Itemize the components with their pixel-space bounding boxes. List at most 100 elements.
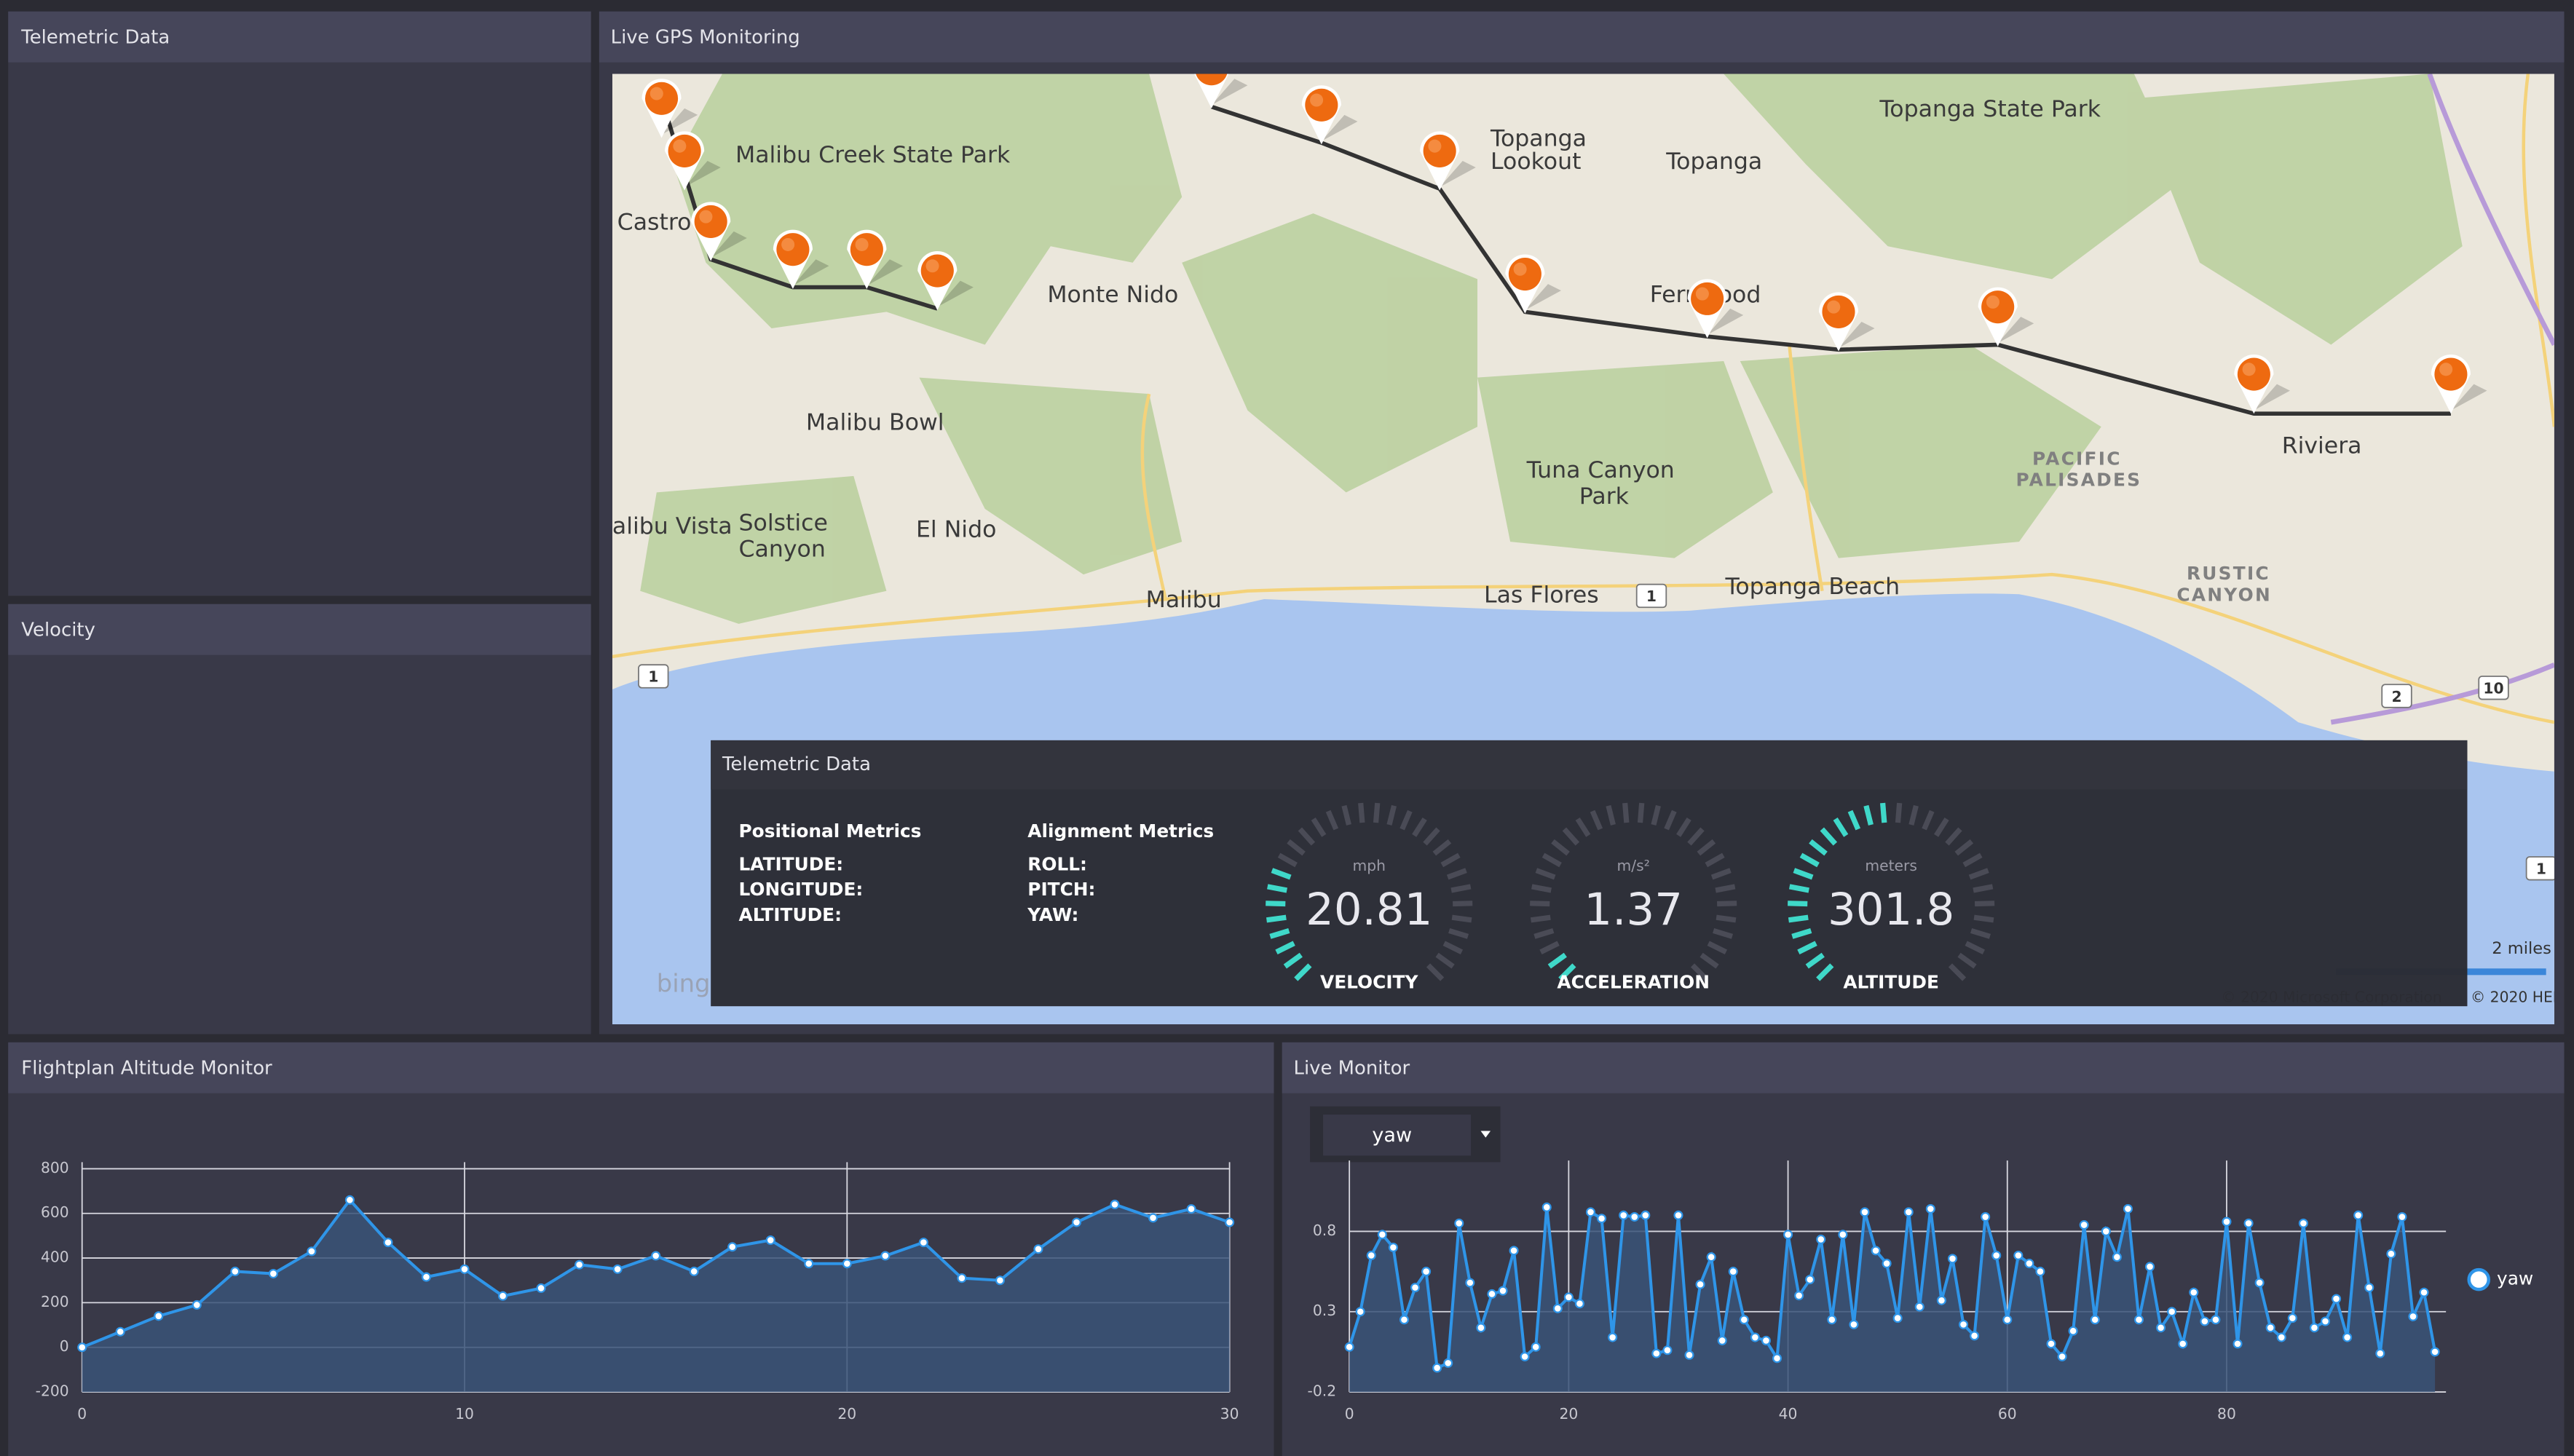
gauge-tick — [1637, 802, 1645, 823]
point — [192, 1299, 202, 1310]
dropdown-arrow[interactable] — [1480, 1131, 1491, 1138]
point — [651, 1251, 661, 1261]
point — [1641, 1210, 1651, 1220]
dropdown-value[interactable]: yaw — [1372, 1124, 1412, 1147]
gauge-tick — [1676, 818, 1691, 837]
map-highway — [2427, 74, 2554, 347]
point — [1684, 1350, 1694, 1360]
map-label: Castro — [617, 210, 692, 236]
dropdown[interactable]: yaw — [1310, 1106, 1501, 1163]
gauge-tick — [1965, 941, 1985, 954]
point — [2430, 1347, 2440, 1357]
point — [2200, 1316, 2210, 1326]
gauge-fill-tick — [1880, 802, 1887, 823]
road-sign — [638, 664, 669, 689]
road-sign-label: 10 — [2483, 680, 2503, 697]
gauge-fill-tick — [1266, 901, 1286, 907]
point — [1465, 1278, 1475, 1288]
point — [1388, 1242, 1398, 1253]
gauge-fill-tick — [1788, 901, 1808, 907]
map-pin — [665, 131, 721, 191]
point — [2101, 1226, 2111, 1236]
map-pin — [847, 229, 903, 289]
point — [2013, 1250, 2024, 1261]
map-copyright: © 2020 HERE — [2471, 988, 2573, 1005]
point — [2123, 1203, 2133, 1214]
gauge-tick — [1699, 952, 1719, 969]
y-tick-label: 800 — [41, 1159, 69, 1176]
map-scale-label: 2 miles — [2492, 939, 2551, 958]
point — [230, 1266, 240, 1277]
gauge-name: ALTITUDE — [1843, 972, 1939, 993]
point — [1914, 1302, 1924, 1312]
gauge-tick — [1399, 810, 1413, 831]
gauge-fill-tick — [1294, 963, 1312, 981]
gauge-tick — [1541, 852, 1562, 868]
gauge-fill-tick — [1267, 884, 1287, 893]
point — [1947, 1254, 1957, 1264]
area — [82, 1200, 1230, 1393]
gauge-tick — [1908, 804, 1919, 826]
gauge-tick — [1386, 804, 1397, 826]
map-label: Malibu Creek State Park — [735, 142, 1011, 168]
map-pin — [1301, 85, 1358, 145]
gauge-tick — [1446, 868, 1467, 880]
gauge-tick — [1311, 818, 1327, 837]
y-tick-label: 400 — [41, 1249, 69, 1266]
point — [2232, 1339, 2243, 1349]
gauge-fill-tick — [1793, 868, 1814, 880]
point — [689, 1266, 699, 1277]
map-label: Lookout — [1491, 149, 1581, 175]
map-label: alibu Vista — [612, 513, 733, 539]
point — [1970, 1331, 1980, 1341]
map-label: El Nido — [916, 516, 996, 542]
line — [1348, 1207, 2437, 1370]
gauge-tick — [1358, 802, 1365, 823]
point — [1552, 1303, 1563, 1313]
point — [2178, 1339, 2188, 1349]
pin-shadow — [2254, 384, 2290, 411]
point — [727, 1242, 738, 1252]
metric-field: ALTITUDE: — [739, 904, 842, 925]
point — [2133, 1315, 2144, 1325]
pin-shine — [855, 237, 869, 251]
y-tick-label: 600 — [41, 1203, 69, 1221]
gauge-tick — [1957, 952, 1977, 969]
gauge-value: 20.81 — [1306, 884, 1432, 935]
point — [1794, 1291, 1804, 1301]
pin-head — [1981, 290, 2015, 324]
map-logo: bing — [657, 969, 711, 997]
road-sign — [1635, 583, 1667, 609]
pin-head — [1423, 134, 1456, 167]
point — [2243, 1218, 2254, 1228]
map-pin — [1687, 279, 1744, 339]
gauge-tick — [1440, 852, 1461, 868]
point — [2397, 1212, 2407, 1222]
point — [765, 1235, 775, 1246]
pin-shadow — [1997, 317, 2034, 344]
point — [1783, 1230, 1793, 1240]
gauge-tick — [1533, 927, 1555, 939]
pin-shadow — [711, 231, 747, 258]
gauge-fill-tick — [1816, 963, 1834, 981]
gauge-fill — [1547, 952, 1576, 981]
point — [1805, 1275, 1815, 1285]
gauge-fill-tick — [1547, 952, 1567, 969]
gauge-fill-tick — [1788, 914, 1809, 923]
gauge-tick — [1432, 839, 1452, 856]
point — [2057, 1351, 2067, 1362]
point — [1958, 1319, 1969, 1329]
pin-shadow — [661, 108, 698, 135]
point — [1882, 1259, 1892, 1269]
point — [1355, 1307, 1365, 1317]
gauge-tick — [1287, 839, 1306, 856]
point — [154, 1311, 164, 1321]
point — [1630, 1212, 1640, 1222]
pin-shadow — [866, 259, 903, 286]
velocity-panel: Velocity — [8, 604, 591, 1034]
point — [1071, 1217, 1082, 1227]
map-label: Malibu Bowl — [806, 410, 944, 436]
map-roads — [612, 74, 2554, 724]
point — [2035, 1267, 2045, 1277]
